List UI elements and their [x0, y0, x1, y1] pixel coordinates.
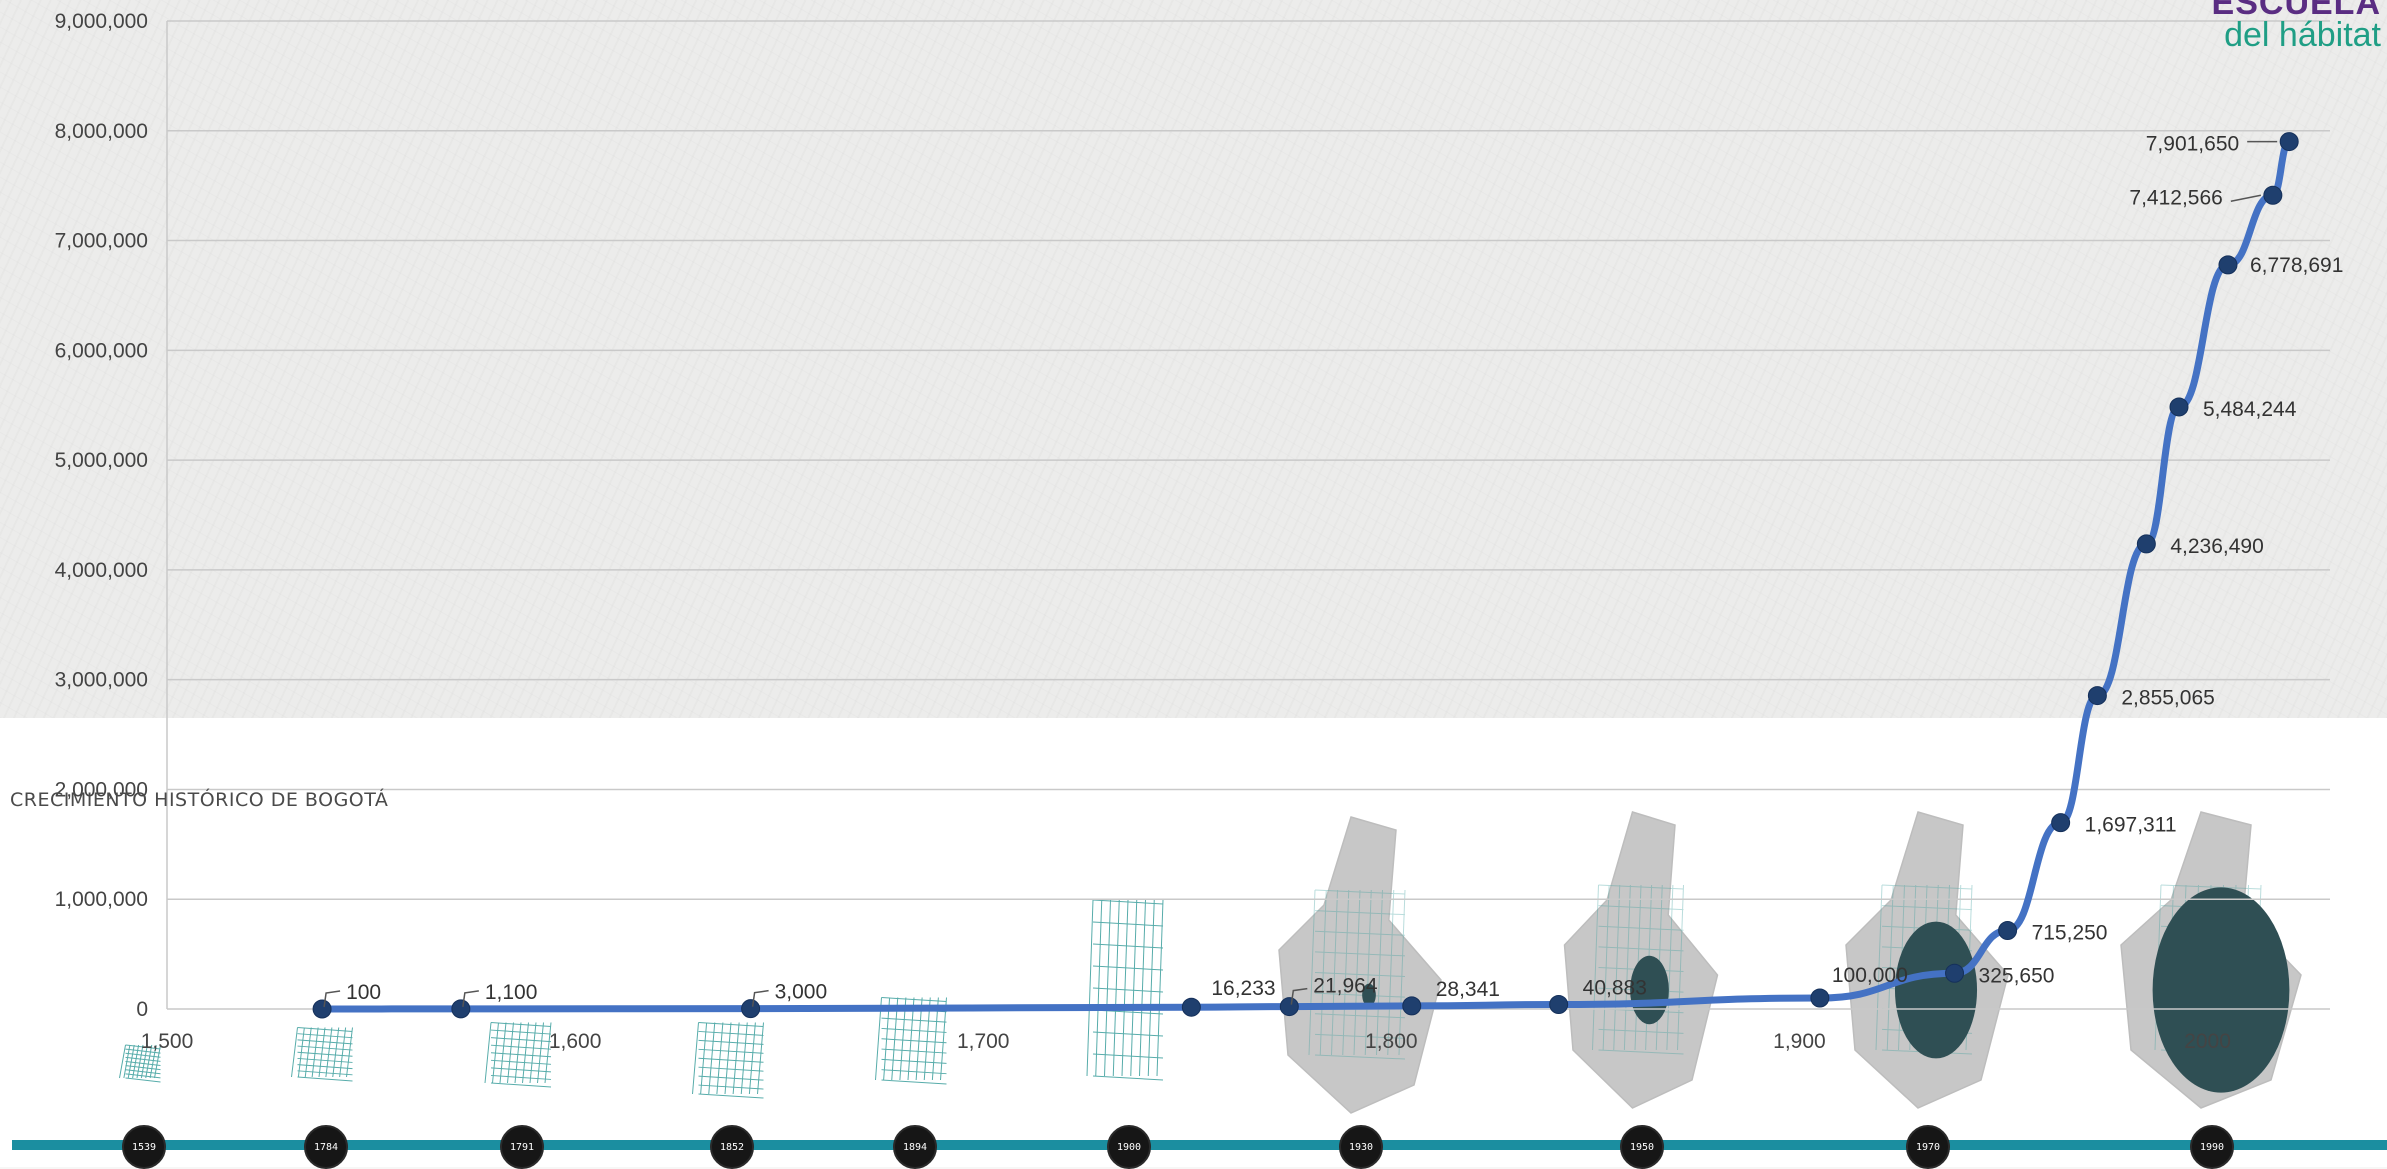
data-label: 21,964: [1313, 975, 1378, 998]
historical-city-map: [484, 1022, 552, 1088]
timeline-marker-1900: 1900: [1107, 1125, 1151, 1169]
y-tick-label: 8,000,000: [55, 120, 148, 143]
data-label: 325,650: [1979, 964, 2055, 987]
timeline-marker-1852: 1852: [710, 1125, 754, 1169]
historical-city-map: [1278, 816, 1442, 1114]
y-tick-label: 5,000,000: [55, 449, 148, 472]
x-tick-label: 1,900: [1773, 1030, 1826, 1053]
data-point: [2087, 686, 2107, 706]
x-axis-tick-labels: 1,500 1,600 1,700 1,800 1,900 2000: [141, 1030, 2231, 1053]
data-point: [2279, 132, 2299, 152]
label-leader: [2230, 194, 2262, 203]
data-point: [1402, 996, 1422, 1016]
data-labels: 100 1,100 3,000 16,233 21,964 28,341 40,883 100…: [323, 133, 2343, 1008]
timeline-bar: [12, 1140, 2387, 1150]
data-point: [312, 999, 332, 1019]
logo-line-1: ESCUELA: [2211, 0, 2381, 22]
historical-city-map: [692, 1022, 764, 1099]
data-label: 715,250: [2032, 921, 2108, 944]
data-label: 6,778,691: [2250, 254, 2343, 277]
data-label: 5,484,244: [2203, 398, 2297, 421]
data-point: [2051, 813, 2071, 833]
data-label: 40,883: [1583, 977, 1647, 1000]
data-label: 100,000: [1832, 964, 1908, 987]
label-leader: [323, 990, 341, 1008]
x-tick-label: 1,800: [1365, 1030, 1418, 1053]
timeline-marker-1539: 1539: [122, 1125, 166, 1169]
data-label: 28,341: [1436, 978, 1500, 1001]
x-tick-label: 1,500: [141, 1030, 194, 1053]
y-tick-label: 4,000,000: [55, 559, 148, 582]
x-tick-label: 1,600: [549, 1030, 602, 1053]
data-label: 1,100: [485, 981, 538, 1004]
historical-city-map: [1086, 899, 1164, 1081]
y-tick-label: 0: [136, 998, 148, 1021]
data-point: [741, 999, 761, 1019]
y-tick-label: 1,000,000: [55, 888, 148, 911]
data-label: 3,000: [775, 981, 828, 1004]
y-axis-tick-labels: 0 1,000,000 2,000,000 3,000,000 4,000,000 5,0…: [55, 10, 148, 1021]
label-leader: [751, 989, 769, 1007]
historical-city-map: [1845, 811, 2009, 1109]
timeline-marker-1990: 1990: [2190, 1125, 2234, 1169]
y-tick-label: 2,000,000: [55, 778, 148, 801]
data-label: 1,697,311: [2085, 814, 2177, 837]
data-point: [1549, 995, 1569, 1015]
historical-city-map: [291, 1027, 353, 1082]
label-leader: [1290, 987, 1308, 1005]
grid-lines: [166, 20, 2330, 1010]
series-line: [318, 138, 2293, 1013]
data-point: [2136, 534, 2156, 554]
label-leader: [462, 990, 479, 1007]
x-tick-label: 2000: [2184, 1030, 2231, 1053]
data-label: 100: [346, 981, 381, 1004]
series-points: [312, 132, 2299, 1019]
x-tick-label: 1,700: [957, 1030, 1010, 1053]
data-point: [1181, 997, 1201, 1017]
historical-city-map: [2120, 811, 2302, 1109]
data-label: 7,412,566: [2129, 186, 2222, 209]
y-tick-label: 3,000,000: [55, 669, 148, 692]
data-point: [1810, 988, 1830, 1008]
data-point: [2263, 185, 2283, 205]
timeline-marker-1894: 1894: [893, 1125, 937, 1169]
escuela-del-habitat-logo: ESCUELA del hábitat: [2212, 0, 2381, 52]
data-label: 4,236,490: [2170, 535, 2263, 558]
timeline-marker-1791: 1791: [500, 1125, 544, 1169]
timeline-marker-1970: 1970: [1906, 1125, 1950, 1169]
data-point: [2218, 255, 2238, 275]
y-tick-label: 6,000,000: [55, 339, 148, 362]
timeline-marker-1950: 1950: [1620, 1125, 1664, 1169]
data-point: [1279, 997, 1299, 1017]
data-point: [2169, 397, 2189, 417]
y-tick-label: 9,000,000: [55, 10, 148, 33]
logo-line-2: del hábitat: [2224, 16, 2381, 54]
data-label: 2,855,065: [2121, 687, 2214, 710]
textured-background: [0, 0, 2387, 718]
section-title: CRECIMIENTO HISTÓRICO DE BOGOTÁ: [10, 789, 389, 811]
data-label: 7,901,650: [2146, 133, 2239, 156]
data-label: 16,233: [1211, 977, 1275, 1000]
data-point: [1945, 963, 1965, 983]
timeline-marker-1784: 1784: [304, 1125, 348, 1169]
historical-city-map: [1563, 811, 1719, 1109]
timeline-marker-1930: 1930: [1339, 1125, 1383, 1169]
series-line-path: [318, 138, 2293, 1013]
data-point: [451, 999, 471, 1019]
historical-city-map: [119, 1044, 161, 1083]
y-tick-label: 7,000,000: [55, 230, 148, 253]
data-point: [1998, 920, 2018, 940]
